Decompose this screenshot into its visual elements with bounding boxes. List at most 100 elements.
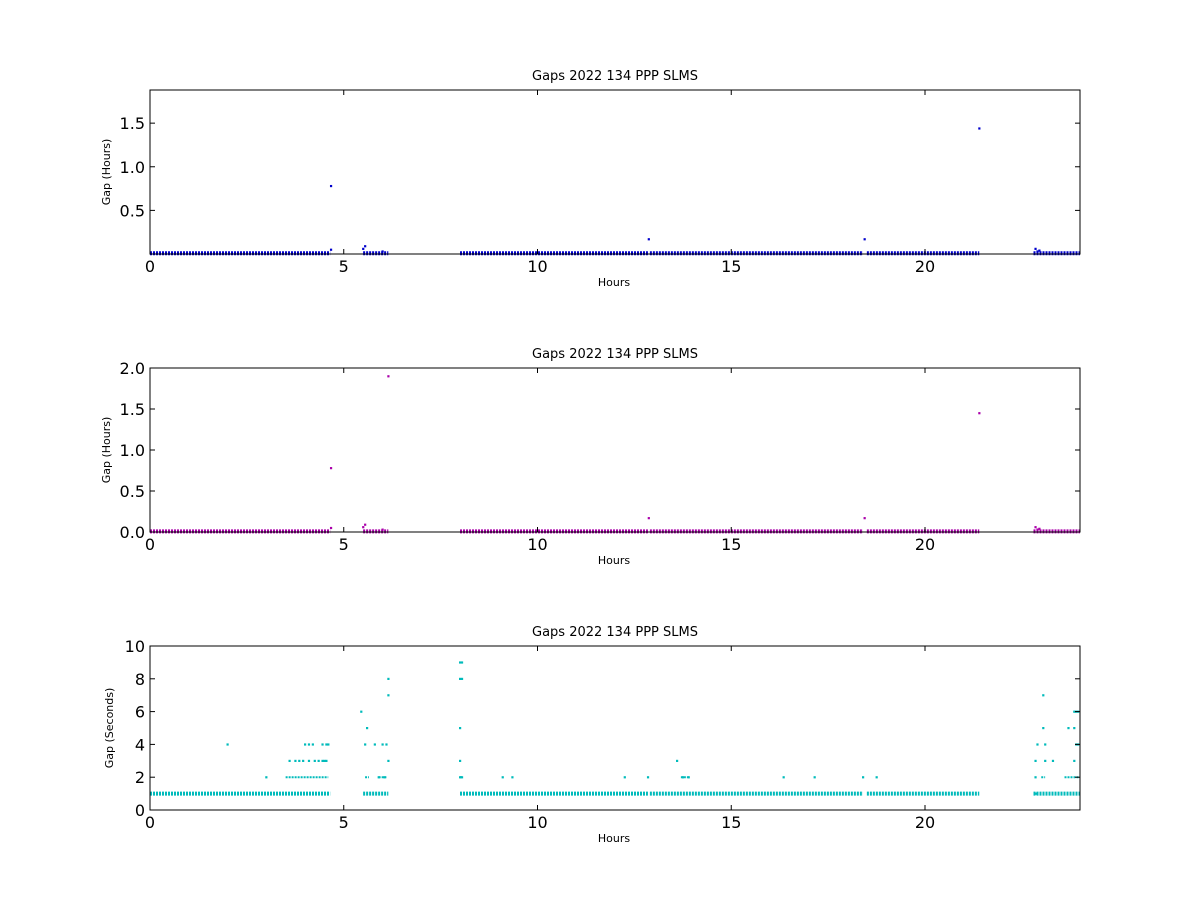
data-point (1038, 527, 1041, 530)
panel-2-plot (150, 375, 1080, 534)
panel-1: Gaps 2022 134 PPP SLMS 0 5 10 15 20 0.5 1.0 1.5… (100, 69, 1081, 289)
data-point (978, 127, 981, 130)
y-tick-label: 2 (135, 768, 145, 787)
panel-3-title: Gaps 2022 134 PPP SLMS (532, 625, 698, 640)
data-point (782, 776, 785, 779)
y-tick-label: 1.5 (120, 114, 145, 133)
y-tick-label: 4 (135, 735, 145, 754)
data-point (329, 467, 333, 470)
data-point (460, 776, 464, 779)
y-tick-label: 0.5 (120, 482, 145, 501)
data-point (307, 743, 311, 746)
data-point (460, 677, 464, 680)
x-tick-label: 0 (145, 813, 155, 832)
data-point (863, 238, 866, 241)
x-tick-label: 15 (721, 257, 741, 276)
data-point (302, 759, 305, 762)
data-point (364, 743, 367, 746)
data-point (383, 776, 386, 779)
data-point (1044, 743, 1047, 746)
data-point (307, 759, 311, 762)
x-tick-label: 5 (339, 535, 349, 554)
data-point (459, 776, 462, 779)
data-point (1034, 792, 1037, 795)
data-point (813, 776, 816, 779)
data-point (329, 526, 333, 530)
x-tick-label: 0 (145, 257, 155, 276)
panel-3-axes-frame (149, 645, 1081, 811)
data-point (1036, 250, 1039, 253)
data-point (288, 759, 291, 762)
data-point (323, 759, 326, 762)
data-point (1034, 759, 1037, 762)
data-point (373, 743, 376, 746)
y-tick-label: 8 (135, 670, 145, 689)
data-point (687, 776, 690, 779)
panel-3-xlabel: Hours (598, 832, 630, 845)
data-point (317, 759, 320, 762)
data-point (1073, 759, 1076, 762)
data-point (321, 743, 324, 746)
data-point (647, 238, 650, 241)
data-point (1034, 526, 1037, 529)
x-tick-label: 0 (145, 535, 155, 554)
panel-3: Gaps 2022 134 PPP SLMS 0 5 10 15 20 0 2 4 6 8 10 H… (103, 625, 1081, 845)
data-point (325, 743, 328, 746)
data-point (681, 776, 685, 779)
data-point (1044, 759, 1047, 762)
data-point (327, 743, 330, 746)
x-tick-label: 5 (339, 257, 349, 276)
data-point (1034, 776, 1037, 779)
data-point (459, 677, 462, 680)
data-point (1042, 694, 1045, 697)
data-point (381, 743, 384, 746)
y-tick-label: 2.0 (120, 359, 145, 378)
data-point (311, 743, 314, 746)
data-point (304, 743, 307, 746)
data-point (501, 776, 504, 779)
panel-3-plot (150, 661, 1080, 796)
data-point (385, 743, 388, 746)
data-point (647, 517, 650, 520)
data-point (366, 727, 369, 730)
data-point (863, 517, 866, 520)
data-point (360, 710, 363, 713)
panel-1-ticks: 0 5 10 15 20 0.5 1.0 1.5 (120, 90, 1080, 276)
data-point (978, 412, 981, 415)
data-point (1038, 249, 1041, 252)
panel-2-ticks: 0 5 10 15 20 0.0 0.5 1.0 1.5 2.0 (120, 359, 1080, 554)
data-point (875, 776, 878, 779)
y-tick-label: 10 (125, 637, 145, 656)
x-tick-label: 10 (527, 813, 547, 832)
data-point (364, 245, 367, 248)
data-point (387, 375, 390, 378)
data-point (313, 759, 316, 762)
data-point (1036, 743, 1039, 746)
data-point (226, 743, 229, 746)
panel-3-ticks: 0 5 10 15 20 0 2 4 6 8 10 (125, 637, 1080, 832)
x-tick-label: 15 (721, 813, 741, 832)
data-point (325, 759, 328, 762)
x-tick-label: 20 (915, 257, 935, 276)
data-point (1051, 759, 1055, 762)
y-tick-label: 6 (135, 703, 145, 722)
y-tick-label: 0 (135, 801, 145, 820)
x-tick-label: 15 (721, 535, 741, 554)
data-point (862, 776, 865, 779)
data-point (1036, 528, 1039, 531)
x-tick-label: 10 (527, 535, 547, 554)
data-point (387, 694, 390, 697)
y-tick-label: 1.0 (120, 441, 145, 460)
data-point (265, 776, 268, 779)
panel-2: Gaps 2022 134 PPP SLMS 0 5 10 15 20 0.0 0.5 1.0… (100, 347, 1081, 567)
data-point (1067, 727, 1070, 730)
y-tick-label: 1.5 (120, 400, 145, 419)
panel-2-ylabel: Gap (Hours) (100, 417, 113, 484)
panel-1-plot (150, 127, 1080, 256)
data-point (459, 727, 462, 730)
x-tick-label: 20 (915, 535, 935, 554)
data-point (623, 776, 626, 779)
panel-1-xlabel: Hours (598, 276, 630, 289)
data-point (1073, 710, 1076, 713)
